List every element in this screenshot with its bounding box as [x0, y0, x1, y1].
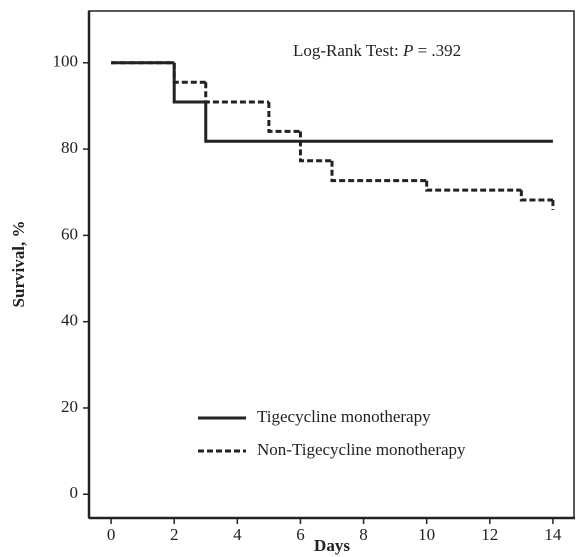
- legend-label: Non-Tigecycline monotherapy: [257, 440, 466, 459]
- y-tick-label: 20: [61, 397, 78, 416]
- survival-step: [204, 82, 269, 104]
- x-tick-label: 4: [233, 525, 242, 544]
- y-tick-label: 60: [61, 224, 78, 243]
- x-tick-label: 2: [170, 525, 179, 544]
- x-tick-label: 6: [296, 525, 305, 544]
- x-axis-title: Days: [314, 536, 350, 555]
- survival-step: [519, 190, 553, 202]
- x-tick-label: 10: [418, 525, 435, 544]
- annotation-p: P: [402, 41, 413, 60]
- survival-step: [204, 102, 553, 143]
- survival-step: [267, 102, 301, 133]
- survival-step: [425, 180, 522, 192]
- legend-label: Tigecycline monotherapy: [257, 407, 431, 426]
- annotation: Log-Rank Test: P = .392: [293, 41, 461, 60]
- annotation-value: = .392: [413, 41, 461, 60]
- survival-step: [330, 160, 427, 183]
- survival-step: [172, 62, 206, 84]
- x-tick-label: 12: [481, 525, 498, 544]
- annotation-text: Log-Rank Test:: [293, 41, 403, 60]
- y-tick-label: 80: [61, 138, 78, 157]
- y-axis-title: Survival, %: [9, 221, 28, 308]
- y-tick-label: 100: [53, 52, 79, 71]
- x-tick-label: 8: [359, 525, 368, 544]
- y-tick-label: 0: [70, 483, 79, 502]
- y-tick-label: 40: [61, 311, 78, 330]
- x-tick-label: 0: [107, 525, 116, 544]
- survival-step: [298, 131, 332, 163]
- x-tick-label: 14: [544, 525, 562, 544]
